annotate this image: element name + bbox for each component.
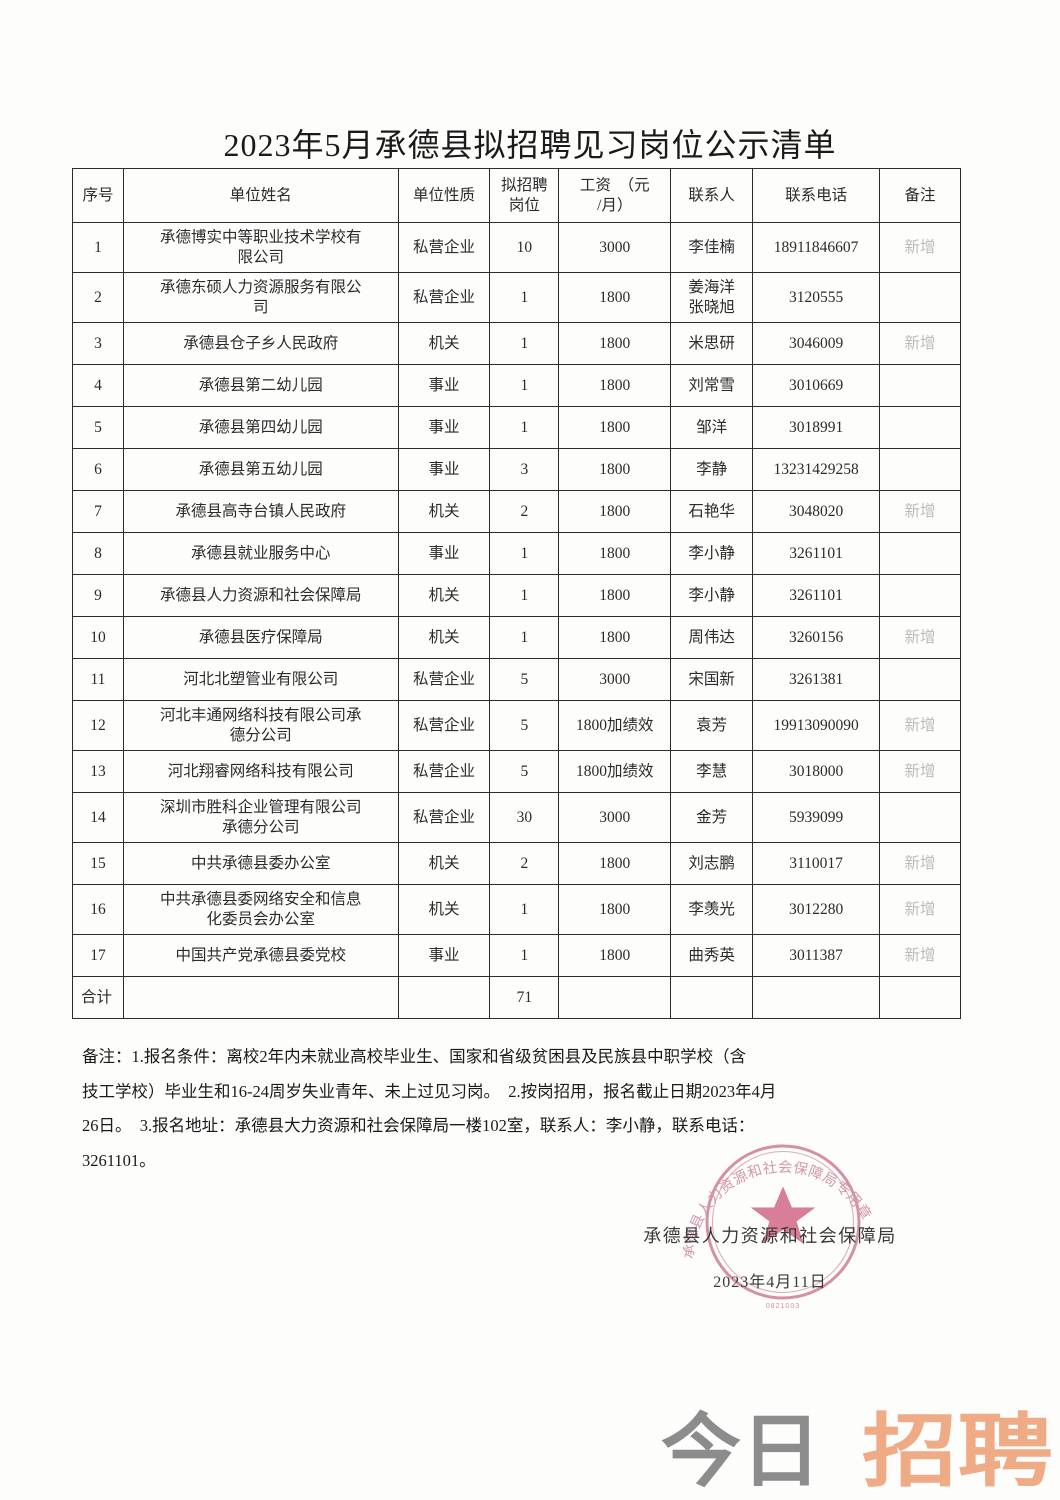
svg-text:招聘: 招聘 [862,1407,1053,1495]
svg-text:0821003: 0821003 [766,1303,800,1310]
svg-text:今日: 今日 [661,1407,821,1495]
